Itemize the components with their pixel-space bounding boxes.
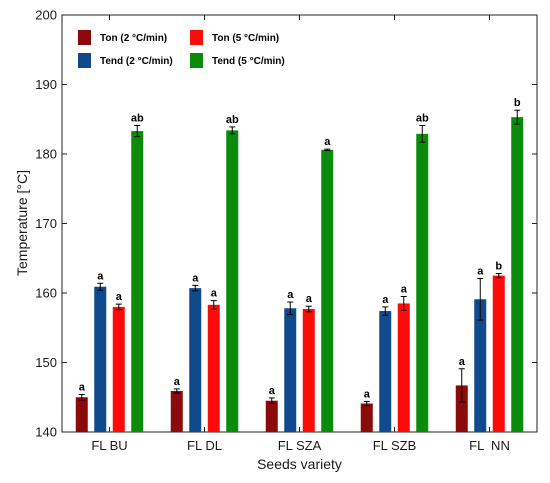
legend-label: Ton (2 °C/min) xyxy=(100,33,167,44)
x-axis: FL BU FL DL FL SZA FL SZB FL NN xyxy=(91,15,510,453)
legend-label: Ton (5 °C/min) xyxy=(212,33,279,44)
legend-swatch xyxy=(190,53,203,68)
legend-item: Ton (5 °C/min) xyxy=(190,30,279,45)
bar xyxy=(321,149,334,432)
bar xyxy=(207,304,220,432)
y-tick-label: 170 xyxy=(35,216,57,231)
bar xyxy=(474,299,487,432)
bar xyxy=(265,400,278,432)
significance-label: ab xyxy=(416,113,429,125)
y-tick-label: 140 xyxy=(35,425,57,440)
legend-item: Tend (2 °C/min) xyxy=(78,53,173,68)
significance-label: a xyxy=(401,283,408,295)
significance-label: a xyxy=(324,136,331,148)
legend-swatch xyxy=(78,30,91,45)
y-tick-label: 190 xyxy=(35,77,57,92)
significance-label: a xyxy=(116,291,123,303)
bar xyxy=(360,403,373,432)
x-tick-label: FL NN xyxy=(469,438,510,453)
y-tick-label: 180 xyxy=(35,147,57,162)
significance-label: a xyxy=(97,270,104,282)
legend-item: Tend (5 °C/min) xyxy=(190,53,285,68)
significance-label: a xyxy=(306,293,313,305)
bar xyxy=(511,117,524,432)
x-tick-label: FL SZA xyxy=(278,438,322,453)
bar xyxy=(284,308,297,432)
significance-label: a xyxy=(211,288,218,300)
significance-label: b xyxy=(495,261,502,273)
significance-label: a xyxy=(459,356,466,368)
significance-label: a xyxy=(382,294,389,306)
y-tick-label: 160 xyxy=(35,286,57,301)
legend-swatch xyxy=(190,30,203,45)
bar xyxy=(75,397,88,432)
significance-label: a xyxy=(269,385,276,397)
x-tick-label: FL DL xyxy=(187,438,222,453)
legend-label: Tend (5 °C/min) xyxy=(212,56,285,67)
significance-label: ab xyxy=(226,114,239,126)
x-axis-title: Seeds variety xyxy=(257,456,342,472)
significance-label: a xyxy=(192,272,199,284)
legend-swatch xyxy=(78,53,91,68)
significance-label: b xyxy=(514,97,521,109)
significance-label: a xyxy=(477,265,484,277)
y-axis-title: Temperature [°C] xyxy=(14,170,30,276)
significance-label: a xyxy=(287,289,294,301)
legend-item: Ton (2 °C/min) xyxy=(78,30,167,45)
x-tick-label: FL BU xyxy=(91,438,127,453)
x-tick-label: FL SZB xyxy=(373,438,417,453)
significance-label: a xyxy=(364,388,371,400)
y-axis: 140 150 160 170 180 190 200 xyxy=(35,8,537,440)
bar xyxy=(94,286,107,432)
legend-label: Tend (2 °C/min) xyxy=(100,56,173,67)
significance-label: ab xyxy=(131,113,144,125)
legend: Ton (2 °C/min) Ton (5 °C/min) Tend (2 °C/m… xyxy=(78,30,285,68)
bar xyxy=(189,288,202,432)
bar xyxy=(455,385,468,432)
bar-group: aa bb xyxy=(455,97,524,432)
bar xyxy=(112,306,125,432)
y-tick-label: 150 xyxy=(35,355,57,370)
bar xyxy=(302,308,315,432)
bar xyxy=(397,303,410,432)
bar xyxy=(416,133,429,432)
bar xyxy=(131,131,144,432)
significance-label: a xyxy=(174,376,181,388)
bar xyxy=(379,311,392,432)
bar xyxy=(226,130,239,432)
significance-label: a xyxy=(79,381,86,393)
y-tick-label: 200 xyxy=(35,8,57,23)
bar-group: aa aa xyxy=(265,136,334,432)
bar xyxy=(492,275,505,432)
bar xyxy=(170,390,183,432)
